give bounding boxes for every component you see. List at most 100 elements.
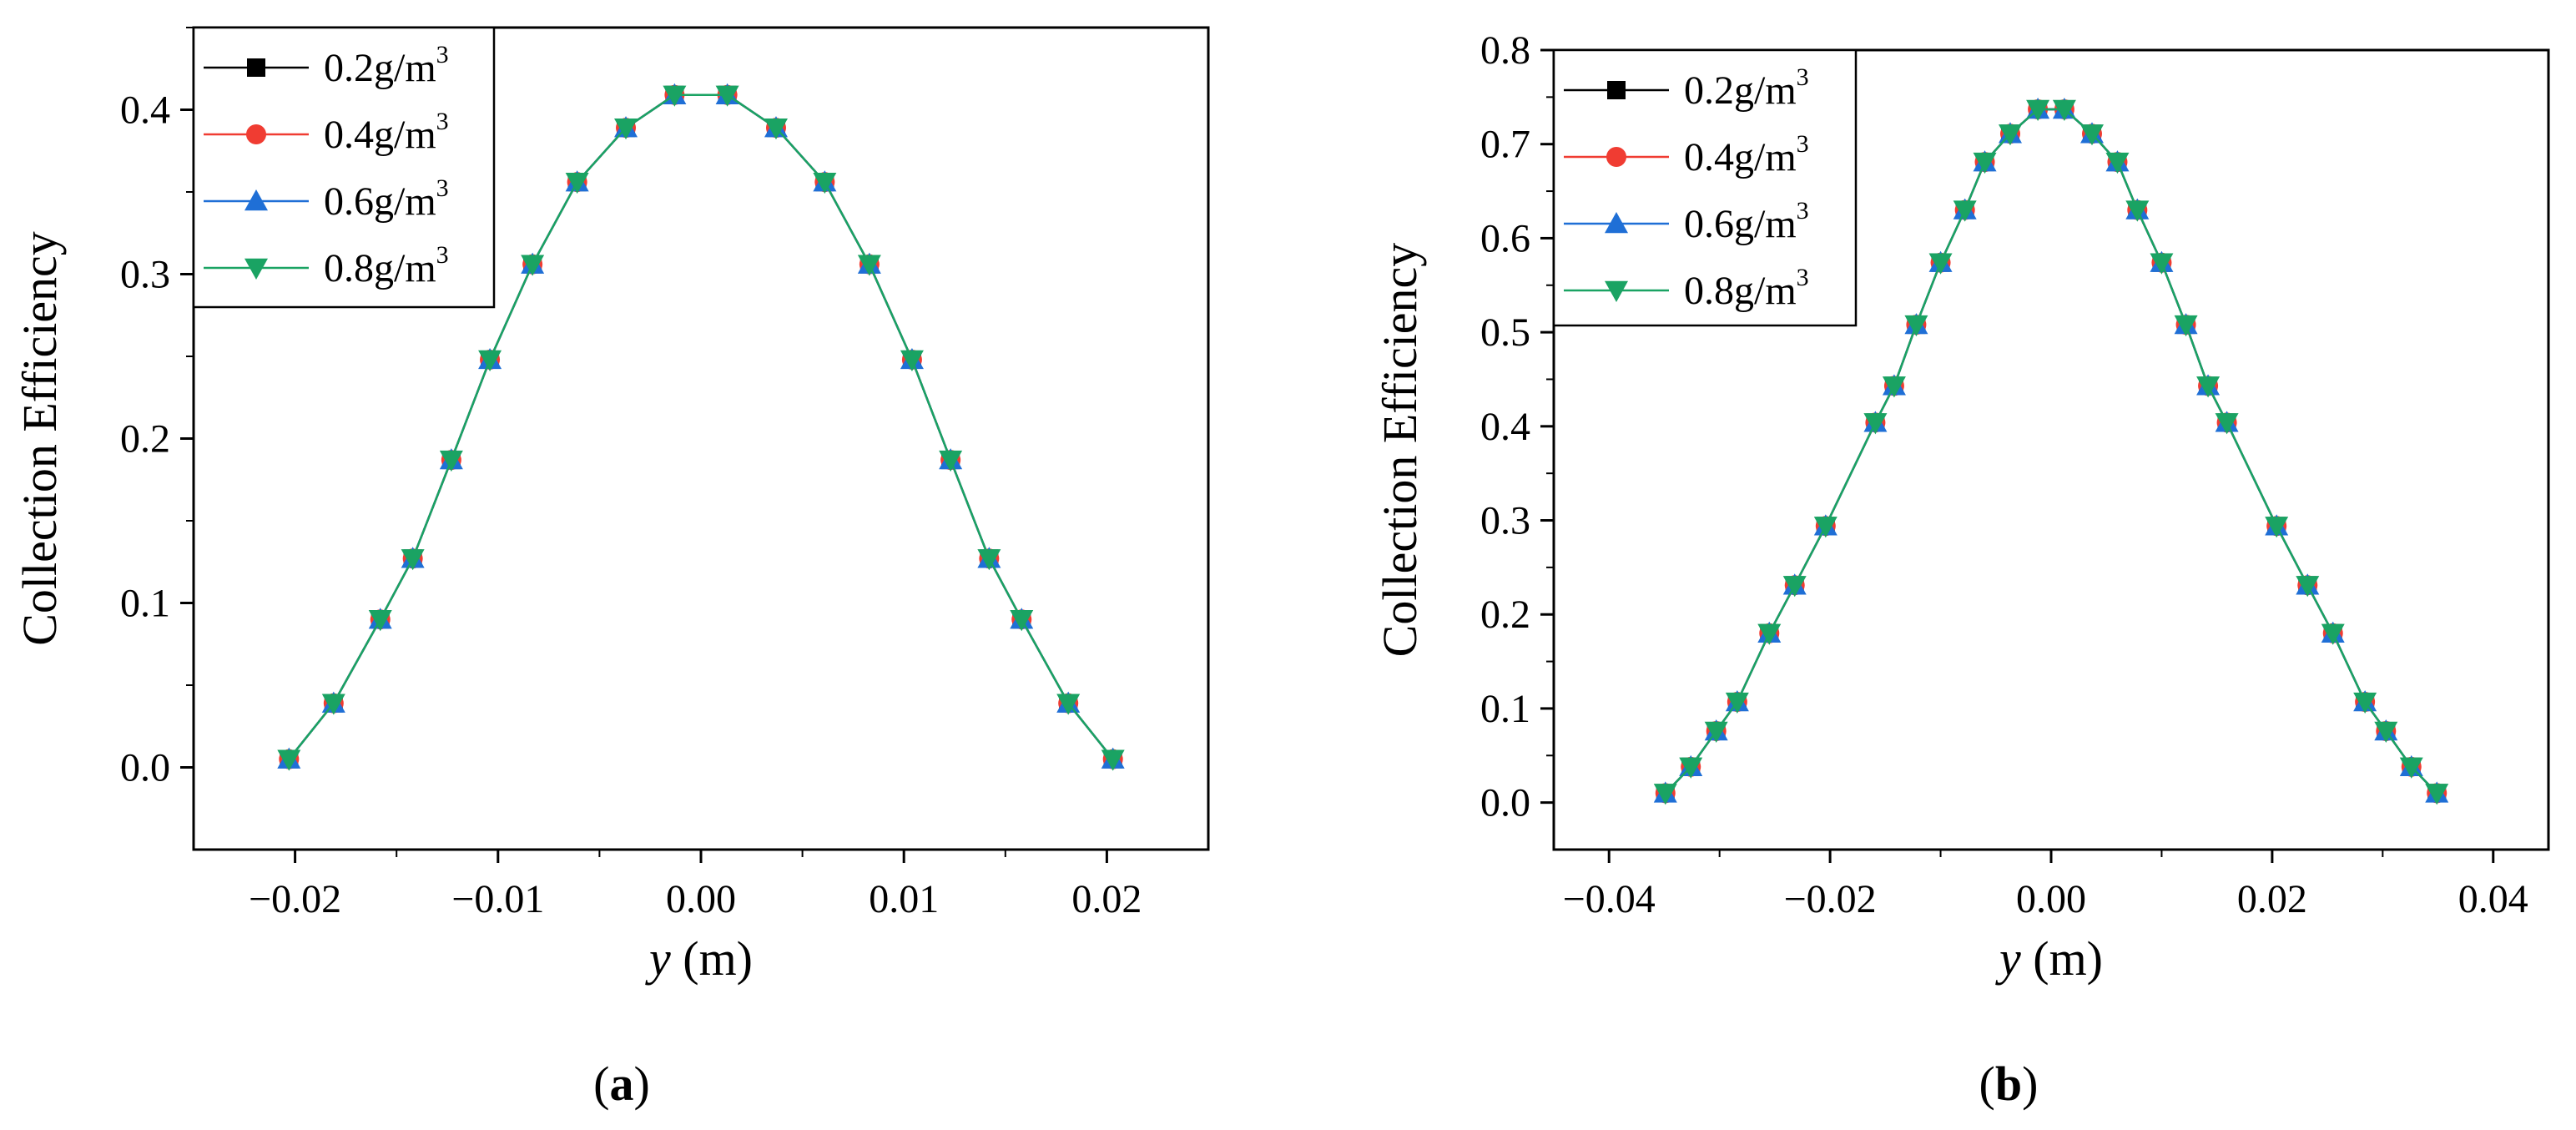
data-point	[2052, 99, 2076, 122]
y-tick-label: 0.6	[1480, 216, 1530, 260]
data-point	[1863, 413, 1888, 435]
data-point	[2296, 576, 2320, 598]
legend-marker	[244, 189, 268, 211]
legend-label-sup: 3	[436, 41, 449, 68]
series-0.8g/m3	[277, 85, 1125, 771]
x-axis-label-var: y	[645, 931, 671, 986]
data-point	[614, 118, 638, 140]
y-tick-label: 0.0	[120, 746, 170, 790]
legend-label-text: 0.6g/m	[1684, 202, 1797, 246]
x-axis-label-unit: (m)	[2021, 931, 2103, 986]
data-point	[401, 549, 425, 571]
legend-label-text: 0.4g/m	[1684, 135, 1797, 179]
data-point	[439, 450, 463, 472]
legend-marker	[1605, 212, 1628, 234]
series-line	[288, 93, 1114, 760]
y-tick-label: 0.4	[1480, 405, 1530, 449]
data-point	[2353, 692, 2377, 714]
legend-label-text: 0.4g/m	[324, 113, 436, 157]
data-point	[2196, 376, 2221, 398]
x-tick-label: −0.02	[249, 877, 341, 921]
data-point	[1953, 200, 1977, 222]
legend-label: 0.8g/m3	[324, 241, 449, 290]
data-point	[939, 450, 963, 472]
legend-label-text: 0.2g/m	[1684, 68, 1797, 113]
legend-marker	[244, 258, 268, 280]
panel-label-open: (	[1979, 1057, 1995, 1111]
y-tick-label: 0.3	[1480, 499, 1530, 543]
data-point	[1782, 576, 1807, 598]
data-point	[368, 610, 392, 632]
data-point	[2399, 757, 2423, 779]
data-point	[857, 255, 881, 276]
data-point	[2150, 253, 2174, 275]
x-tick-label: 0.01	[869, 877, 939, 921]
panel-label-letter: b	[1995, 1057, 2022, 1111]
legend-label-sup: 3	[1797, 130, 1809, 158]
data-point	[900, 350, 924, 371]
data-point	[1679, 757, 1703, 779]
data-point	[2425, 784, 2449, 805]
data-point	[1928, 253, 1953, 275]
y-tick-label: 0.2	[1480, 593, 1530, 637]
data-point	[1904, 315, 1928, 337]
panel-label: (a)	[593, 1057, 650, 1111]
data-point	[1653, 784, 1677, 805]
data-point	[2174, 315, 2198, 337]
data-point	[715, 85, 739, 107]
legend-label-text: 0.8g/m	[324, 246, 436, 290]
legend: 0.2g/m30.4g/m30.6g/m30.8g/m3	[1552, 48, 1858, 327]
legend-box	[1552, 48, 1858, 327]
legend-box	[192, 26, 496, 309]
data-point	[1056, 694, 1081, 715]
data-point	[565, 172, 589, 194]
legend-label: 0.4g/m3	[324, 108, 449, 157]
data-point	[764, 118, 788, 140]
panel-label-open: (	[593, 1057, 609, 1111]
data-point	[478, 350, 502, 371]
legend-label: 0.4g/m3	[1684, 130, 1809, 179]
legend-label: 0.6g/m3	[1684, 197, 1809, 246]
legend-marker	[1605, 280, 1628, 302]
data-point	[1704, 721, 1728, 743]
x-tick-label: 0.00	[2016, 877, 2086, 921]
y-tick-label: 0.0	[1480, 781, 1530, 825]
legend-label-text: 0.8g/m	[1684, 269, 1797, 313]
data-point	[1882, 376, 1906, 398]
x-axis-label-var: y	[1995, 931, 2021, 986]
data-point	[977, 549, 1001, 571]
data-point	[1101, 749, 1125, 771]
y-tick-label: 0.7	[1480, 123, 1530, 167]
data-point	[321, 694, 345, 715]
data-point	[663, 85, 687, 107]
legend-label-text: 0.2g/m	[324, 46, 436, 90]
y-axis-label: Collection Efficiency	[1373, 243, 1427, 658]
legend-label-sup: 3	[1797, 264, 1809, 291]
legend-label-text: 0.6g/m	[324, 179, 436, 224]
data-point	[2374, 721, 2398, 743]
legend-label-sup: 3	[436, 174, 449, 202]
legend-marker	[1607, 81, 1626, 99]
x-axis-label: y (m)	[1995, 931, 2103, 986]
data-point	[2215, 413, 2239, 435]
x-tick-label: 0.02	[1071, 877, 1142, 921]
legend-label: 0.6g/m3	[324, 174, 449, 224]
x-tick-label: 0.04	[2458, 877, 2528, 921]
legend: 0.2g/m30.4g/m30.6g/m30.8g/m3	[192, 26, 496, 309]
y-tick-label: 0.2	[120, 417, 170, 462]
legend-label-sup: 3	[1797, 63, 1809, 91]
data-point	[1725, 692, 1749, 714]
legend-label: 0.2g/m3	[1684, 63, 1809, 113]
data-point	[2125, 200, 2150, 222]
panel-label-close: )	[2022, 1057, 2038, 1111]
panel-label-close: )	[634, 1057, 650, 1111]
data-point	[2080, 124, 2105, 146]
data-point	[277, 749, 301, 771]
y-axis-label: Collection Efficiency	[13, 231, 67, 646]
data-point	[1973, 152, 1997, 174]
legend-label-sup: 3	[1797, 197, 1809, 224]
data-point	[2026, 99, 2050, 122]
series-0.8g/m3	[1653, 99, 2449, 805]
data-point	[1010, 610, 1034, 632]
legend-label-sup: 3	[436, 241, 449, 269]
